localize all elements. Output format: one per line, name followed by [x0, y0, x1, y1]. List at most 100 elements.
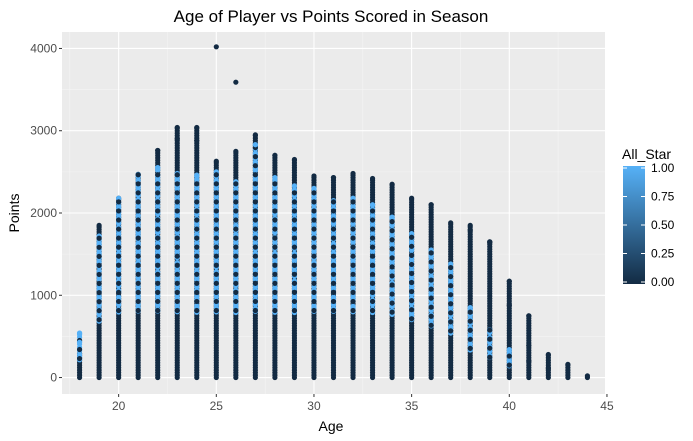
data-point — [467, 305, 473, 311]
data-point — [467, 318, 473, 324]
data-point — [369, 175, 376, 182]
data-point — [311, 190, 317, 196]
data-point — [174, 226, 180, 232]
data-point — [213, 208, 219, 214]
data-point — [409, 279, 415, 286]
data-point — [272, 284, 278, 291]
data-point — [174, 271, 180, 277]
data-point — [350, 307, 356, 314]
legend-ticks: 1.00 0.75 0.50 0.25 0.00 — [623, 161, 675, 289]
data-point — [194, 231, 200, 237]
data-point — [291, 271, 298, 277]
data-point — [369, 262, 376, 268]
data-point — [448, 328, 454, 334]
data-point — [311, 307, 317, 314]
data-point — [174, 244, 180, 250]
data-point — [155, 172, 161, 178]
data-point — [76, 339, 83, 345]
data-point — [135, 172, 141, 178]
chart-title: Age of Player vs Points Scored in Season — [174, 7, 489, 26]
data-point — [448, 273, 454, 280]
legend-label: 0.00 — [651, 275, 675, 289]
data-point — [330, 284, 337, 291]
data-point — [409, 307, 415, 313]
data-point — [194, 293, 200, 299]
data-point — [291, 280, 298, 286]
data-point — [233, 271, 239, 277]
data-point — [409, 230, 415, 237]
data-point — [350, 244, 356, 250]
data-point — [350, 195, 356, 201]
data-point — [155, 165, 161, 171]
data-point — [311, 262, 317, 268]
data-point — [252, 235, 258, 241]
data-point — [233, 235, 239, 241]
data-point — [389, 286, 395, 292]
legend-label: 0.25 — [651, 247, 675, 261]
data-point — [233, 213, 239, 219]
data-point — [252, 244, 258, 250]
data-point — [311, 226, 317, 232]
data-point — [252, 212, 258, 219]
data-point — [272, 280, 278, 286]
data-point — [213, 289, 219, 295]
legend-label: 0.75 — [651, 190, 675, 204]
data-point — [428, 295, 434, 301]
data-point — [233, 217, 239, 223]
data-point — [76, 330, 83, 336]
data-point — [350, 275, 356, 281]
data-point — [291, 235, 298, 241]
data-point — [428, 322, 434, 328]
data-point — [233, 289, 239, 295]
data-point — [506, 353, 512, 359]
data-point — [174, 136, 180, 142]
data-point — [155, 262, 161, 268]
data-point — [291, 289, 298, 295]
data-point — [272, 208, 278, 214]
data-point — [272, 217, 278, 223]
data-point — [155, 298, 161, 305]
data-point — [350, 226, 356, 232]
data-point — [233, 262, 239, 268]
data-point — [233, 190, 239, 196]
data-point — [194, 193, 200, 200]
data-point — [330, 244, 337, 250]
data-point — [96, 280, 102, 287]
data-point — [252, 307, 258, 314]
data-point — [369, 212, 376, 219]
data-point — [252, 253, 258, 259]
data-point — [213, 44, 219, 50]
data-point — [116, 289, 122, 295]
data-point — [487, 336, 493, 342]
data-point — [409, 316, 415, 322]
data-point — [135, 298, 141, 305]
y-tick-label: 1000 — [30, 288, 57, 302]
x-tick-label: 40 — [503, 399, 517, 413]
data-point — [252, 298, 258, 305]
x-tick-label: 45 — [600, 399, 614, 413]
data-point — [194, 289, 200, 295]
data-point — [428, 313, 434, 319]
legend-label: 0.50 — [651, 218, 675, 232]
data-point — [389, 228, 395, 234]
data-point — [252, 181, 258, 187]
data-point — [213, 244, 219, 250]
data-point — [116, 226, 122, 232]
data-point — [350, 303, 356, 309]
data-point — [389, 246, 395, 252]
data-point — [272, 226, 278, 232]
data-point — [526, 358, 532, 364]
data-point — [350, 293, 356, 300]
data-point — [174, 262, 180, 268]
data-point — [272, 152, 278, 159]
data-point — [155, 147, 161, 154]
data-point — [116, 244, 122, 250]
data-point — [194, 235, 200, 241]
data-point — [116, 253, 122, 259]
data-point — [155, 226, 161, 232]
data-point — [350, 235, 356, 241]
data-point — [155, 199, 161, 205]
data-point — [409, 195, 415, 201]
data-point — [194, 226, 200, 232]
